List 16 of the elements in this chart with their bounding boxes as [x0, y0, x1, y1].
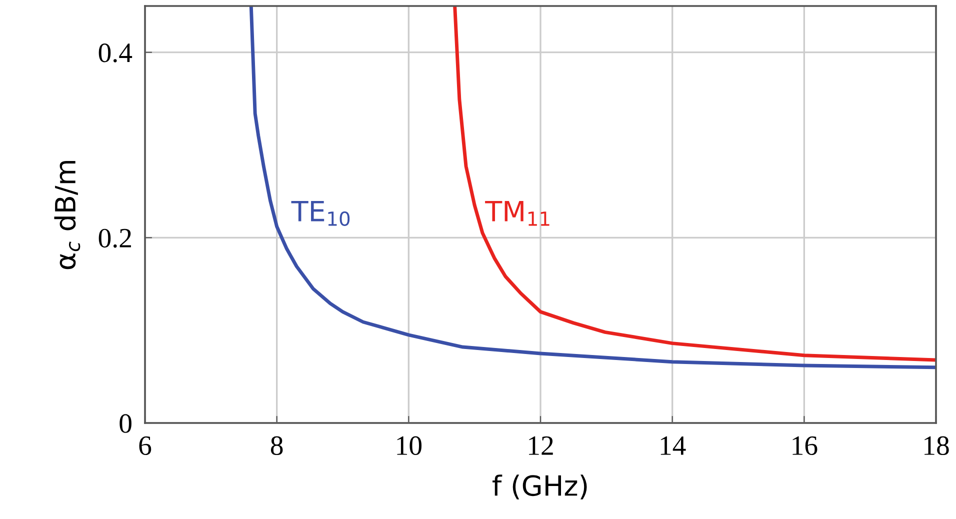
x-tick-label: 6: [139, 436, 152, 456]
x-tick-label: 16: [792, 436, 818, 456]
x-tick-label: 8: [270, 436, 283, 456]
x-tick-label: 12: [529, 436, 553, 455]
y-axis-title: α$_{c}$ dB/m: [54, 161, 80, 270]
y-tick-label: 0: [120, 414, 132, 433]
annotation: TM$_{11}$: [485, 200, 550, 226]
x-tick-label: 10: [397, 436, 422, 456]
line-series: [453, 6, 936, 362]
x-axis-title: f (GHz): [492, 474, 587, 500]
y-tick-label: 0.2: [98, 228, 131, 248]
x-tick-label: 18: [924, 436, 949, 456]
annotation: TE$_{10}$: [291, 200, 350, 226]
x-tick-label: 14: [660, 436, 686, 455]
y-tick-label: 0.4: [98, 44, 132, 62]
line-series: [249, 6, 936, 370]
